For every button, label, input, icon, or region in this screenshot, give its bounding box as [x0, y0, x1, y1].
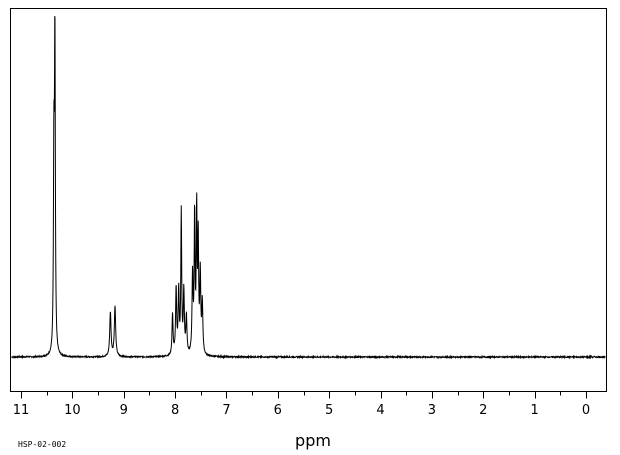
- x-tick-label: 8: [171, 403, 179, 418]
- x-tick-label: 2: [479, 403, 487, 418]
- plot-frame: [10, 8, 607, 392]
- x-tick-label: 10: [64, 403, 81, 418]
- x-tick-label: 3: [428, 403, 436, 418]
- x-tick-label: 0: [582, 403, 590, 418]
- x-tick-label: 7: [222, 403, 230, 418]
- x-tick-label: 4: [376, 403, 384, 418]
- x-tick-label: 5: [325, 403, 333, 418]
- x-tick-label: 6: [274, 403, 282, 418]
- x-axis-label: ppm: [295, 431, 331, 450]
- spectrum-line: [11, 16, 606, 360]
- x-axis-ticks: 11 10 9 8 7 6 5 4 3 2 1 0: [13, 391, 590, 418]
- x-tick-label: 9: [120, 403, 128, 418]
- x-tick-label: 11: [13, 403, 30, 418]
- sample-code-label: HSP-02-002: [18, 440, 66, 449]
- x-tick-label: 1: [530, 403, 538, 418]
